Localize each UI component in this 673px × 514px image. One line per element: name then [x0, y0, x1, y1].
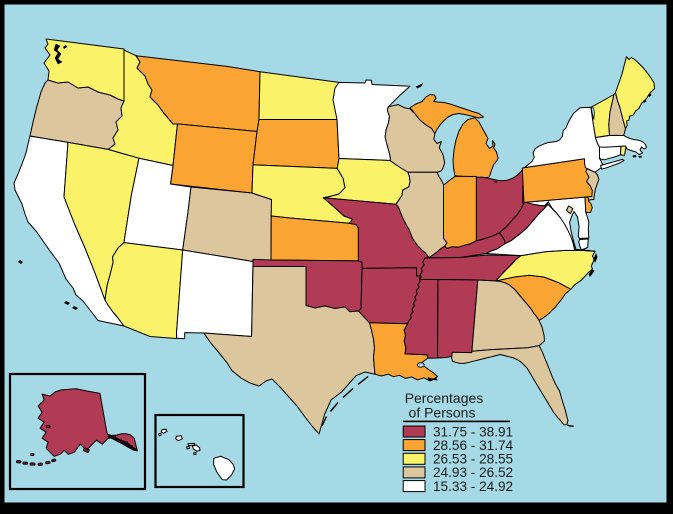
svg-text:24.93 - 26.52: 24.93 - 26.52 [433, 465, 513, 480]
svg-text:28.56 - 31.74: 28.56 - 31.74 [433, 438, 514, 453]
svg-text:Percentages: Percentages [405, 390, 484, 406]
svg-text:15.33 - 24.92: 15.33 - 24.92 [433, 479, 513, 494]
svg-text:26.53 - 28.55: 26.53 - 28.55 [433, 452, 513, 467]
svg-text:of Persons: of Persons [409, 405, 476, 421]
svg-text:31.75 - 38.91: 31.75 - 38.91 [433, 424, 513, 439]
